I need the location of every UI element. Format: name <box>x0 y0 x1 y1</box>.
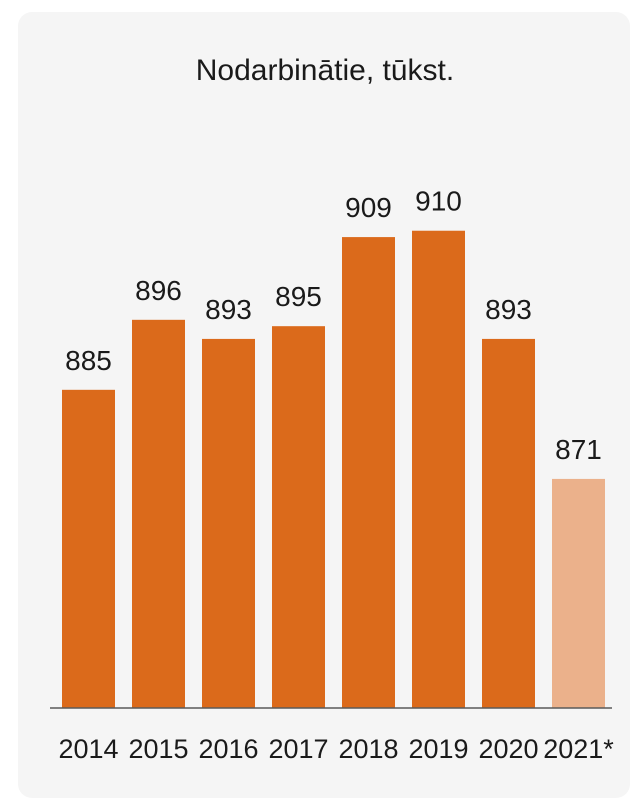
x-tick-label-2016: 2016 <box>198 734 258 764</box>
value-label-2014: 885 <box>65 345 112 376</box>
value-label-2015: 896 <box>135 275 182 306</box>
value-label-2021-projected: 871 <box>555 434 602 465</box>
value-label-2018: 909 <box>345 192 392 223</box>
bar-2019 <box>412 230 465 708</box>
chart-title: Nodarbinātie, tūkst. <box>196 54 454 87</box>
value-label-2017: 895 <box>275 281 322 312</box>
value-label-2016: 893 <box>205 294 252 325</box>
value-labels-group: 885 896 893 895 909 910 893 871 <box>65 186 602 465</box>
bar-2020 <box>482 338 535 708</box>
x-tick-label-2019: 2019 <box>408 734 468 764</box>
x-tick-label-2020: 2020 <box>478 734 538 764</box>
bar-2021-projected <box>552 478 605 708</box>
x-tick-labels-group: 2014 2015 2016 2017 2018 2019 2020 2021* <box>58 734 614 764</box>
x-tick-label-2017: 2017 <box>268 734 328 764</box>
bar-2015 <box>132 319 185 708</box>
x-tick-label-2018: 2018 <box>338 734 398 764</box>
bar-2016 <box>202 338 255 708</box>
bar-2018 <box>342 237 395 708</box>
bars-group <box>62 230 605 708</box>
x-tick-label-2015: 2015 <box>128 734 188 764</box>
bar-2017 <box>272 326 325 708</box>
value-label-2019: 910 <box>415 186 462 217</box>
value-label-2020: 893 <box>485 294 532 325</box>
x-tick-label-2021-projected: 2021* <box>543 734 614 764</box>
bar-2014 <box>62 389 115 708</box>
x-tick-label-2014: 2014 <box>58 734 118 764</box>
